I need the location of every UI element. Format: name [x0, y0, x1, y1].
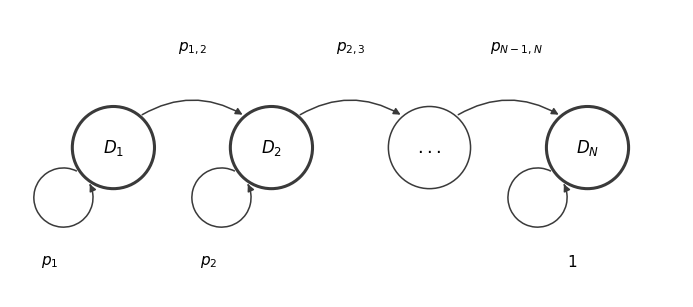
Text: $p_1$: $p_1$: [42, 254, 59, 270]
Text: $p_{1,2}$: $p_{1,2}$: [177, 41, 207, 57]
FancyArrowPatch shape: [300, 100, 399, 115]
FancyArrowPatch shape: [458, 100, 557, 115]
Text: $D_N$: $D_N$: [576, 138, 599, 157]
Text: $p_2$: $p_2$: [200, 254, 217, 270]
Text: $p_{N-1,N}$: $p_{N-1,N}$: [490, 41, 543, 57]
FancyArrowPatch shape: [142, 100, 241, 115]
Text: $...$: $...$: [417, 138, 441, 157]
Circle shape: [388, 107, 471, 189]
Circle shape: [230, 107, 313, 189]
Text: $D_2$: $D_2$: [261, 138, 282, 157]
Text: $1$: $1$: [567, 254, 577, 270]
Text: $D_1$: $D_1$: [103, 138, 124, 157]
Circle shape: [72, 107, 155, 189]
Circle shape: [546, 107, 629, 189]
Text: $p_{2,3}$: $p_{2,3}$: [335, 41, 365, 57]
